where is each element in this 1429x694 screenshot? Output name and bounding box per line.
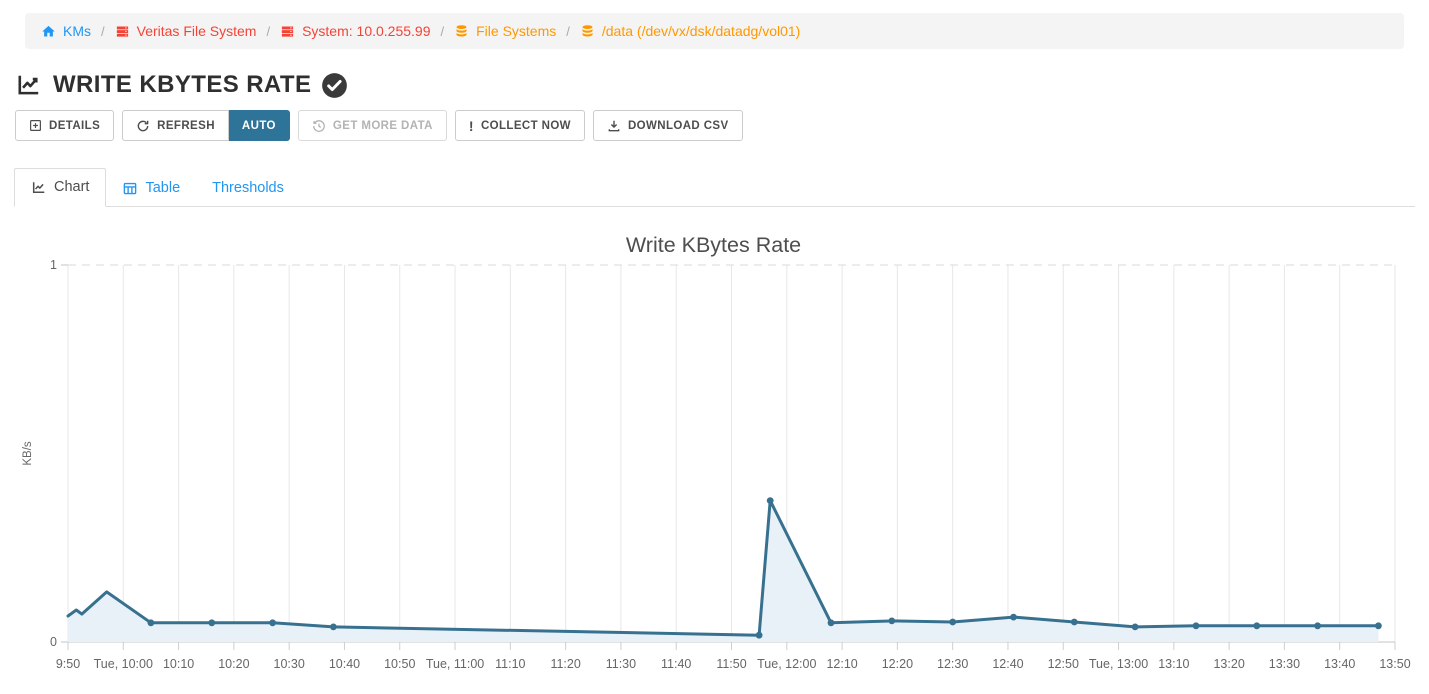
svg-text:13:30: 13:30	[1269, 657, 1300, 671]
breadcrumb-separator: /	[101, 23, 105, 39]
breadcrumb-label: System: 10.0.255.99	[302, 23, 431, 39]
check-circle-icon	[321, 72, 348, 99]
svg-text:12:20: 12:20	[882, 657, 913, 671]
table-icon	[122, 181, 138, 196]
refresh-button-group: REFRESH AUTO	[122, 110, 290, 141]
server-icon	[115, 24, 130, 39]
svg-text:10:40: 10:40	[329, 657, 360, 671]
server-icon	[280, 24, 295, 39]
svg-text:13:10: 13:10	[1158, 657, 1189, 671]
svg-text:11:50: 11:50	[716, 657, 746, 671]
svg-text:10:20: 10:20	[218, 657, 249, 671]
history-icon	[312, 119, 326, 133]
tab-chart[interactable]: Chart	[14, 168, 107, 207]
svg-text:13:50: 13:50	[1379, 657, 1410, 671]
collect-now-button[interactable]: ! COLLECT NOW	[454, 110, 585, 141]
breadcrumb-item-system[interactable]: System: 10.0.255.99	[280, 23, 431, 39]
svg-text:12:40: 12:40	[992, 657, 1023, 671]
svg-text:12:30: 12:30	[937, 657, 968, 671]
svg-text:Tue, 10:00: Tue, 10:00	[94, 657, 153, 671]
download-csv-button-label: DOWNLOAD CSV	[627, 119, 729, 132]
svg-text:1: 1	[50, 258, 57, 272]
toolbar: DETAILS REFRESH AUTO GET MORE DATA ! COL…	[15, 110, 1429, 141]
breadcrumb-label: File Systems	[476, 23, 557, 39]
collect-now-button-label: COLLECT NOW	[480, 119, 571, 132]
breadcrumb-item-file-systems[interactable]: File Systems	[454, 23, 556, 39]
page-header: WRITE KBYTES RATE	[15, 71, 1429, 99]
page-title: WRITE KBYTES RATE	[53, 71, 312, 98]
tab-table[interactable]: Table	[106, 170, 196, 207]
breadcrumb-label: KMs	[63, 23, 91, 39]
get-more-data-button[interactable]: GET MORE DATA	[297, 110, 447, 141]
svg-text:Tue, 13:00: Tue, 13:00	[1089, 657, 1148, 671]
svg-text:KB/s: KB/s	[22, 441, 34, 466]
breadcrumb-label: Veritas File System	[136, 23, 257, 39]
tab-thresholds-label: Thresholds	[212, 180, 284, 196]
svg-text:Tue, 12:00: Tue, 12:00	[757, 657, 816, 671]
database-icon	[580, 24, 595, 39]
download-csv-button[interactable]: DOWNLOAD CSV	[592, 110, 743, 141]
svg-text:12:10: 12:10	[826, 657, 857, 671]
details-button-label: DETAILS	[49, 119, 101, 132]
svg-text:12:50: 12:50	[1048, 657, 1079, 671]
chart-panel: 9:50 Tue, 10:00 10:10 10:20 10:30 10:40 10:50 T…	[0, 212, 1429, 694]
breadcrumb-item-volume[interactable]: /data (/dev/vx/dsk/datadg/vol01)	[580, 23, 800, 39]
auto-refresh-toggle[interactable]: AUTO	[228, 110, 290, 141]
breadcrumb: KMs / Veritas File System / System: 10.0…	[25, 13, 1404, 49]
refresh-button-label: REFRESH	[157, 119, 215, 132]
svg-text:13:20: 13:20	[1213, 657, 1244, 671]
svg-text:10:50: 10:50	[384, 657, 415, 671]
svg-text:11:20: 11:20	[550, 657, 580, 671]
details-button[interactable]: DETAILS	[15, 110, 115, 141]
refresh-button[interactable]: REFRESH	[122, 110, 229, 141]
tab-bar: Chart Table Thresholds	[14, 168, 1415, 207]
plus-square-icon	[29, 119, 42, 132]
breadcrumb-separator: /	[566, 23, 570, 39]
tab-table-label: Table	[145, 180, 181, 196]
line-chart-icon	[15, 72, 43, 98]
exclamation-icon: !	[468, 117, 474, 134]
breadcrumb-item-veritas-file-system[interactable]: Veritas File System	[115, 23, 257, 39]
svg-text:11:10: 11:10	[495, 657, 525, 671]
refresh-icon	[136, 119, 150, 133]
breadcrumb-label: /data (/dev/vx/dsk/datadg/vol01)	[601, 23, 801, 39]
database-icon	[454, 24, 469, 39]
svg-text:Tue, 11:00: Tue, 11:00	[426, 657, 484, 671]
get-more-data-button-label: GET MORE DATA	[332, 119, 433, 132]
breadcrumb-item-kms[interactable]: KMs	[41, 23, 91, 39]
download-icon	[607, 119, 621, 133]
line-chart-icon	[31, 180, 47, 195]
breadcrumb-separator: /	[440, 23, 445, 39]
home-icon	[41, 24, 56, 39]
svg-text:11:40: 11:40	[661, 657, 691, 671]
svg-text:13:40: 13:40	[1324, 657, 1355, 671]
svg-text:9:50: 9:50	[56, 657, 80, 671]
svg-text:0: 0	[50, 635, 57, 649]
tab-chart-label: Chart	[54, 179, 90, 195]
write-kbytes-rate-chart[interactable]: 9:50 Tue, 10:00 10:10 10:20 10:30 10:40 10:50 T…	[0, 212, 1429, 694]
tab-thresholds[interactable]: Thresholds	[196, 170, 300, 207]
breadcrumb-separator: /	[266, 23, 271, 39]
svg-text:10:30: 10:30	[274, 657, 305, 671]
svg-text:11:30: 11:30	[606, 657, 636, 671]
svg-text:Write KBytes Rate: Write KBytes Rate	[626, 233, 801, 257]
svg-text:10:10: 10:10	[163, 657, 194, 671]
